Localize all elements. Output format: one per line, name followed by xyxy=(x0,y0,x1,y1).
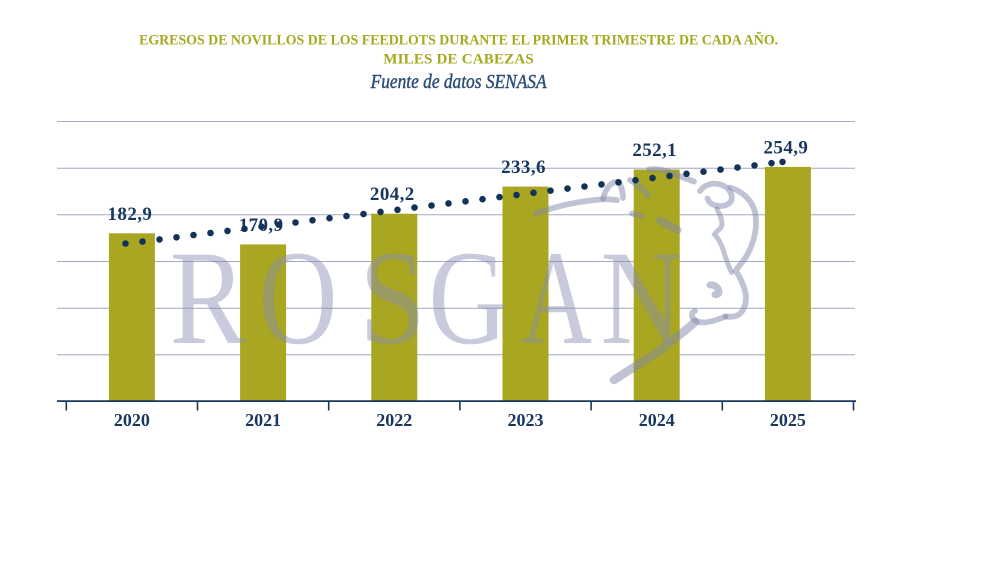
svg-text:Fuente de datos SENASA: Fuente de datos SENASA xyxy=(370,71,548,93)
svg-text:EGRESOS DE NOVILLOS DE LOS FEE: EGRESOS DE NOVILLOS DE LOS FEEDLOTS DURA… xyxy=(139,30,778,48)
svg-text:A: A xyxy=(521,223,592,373)
svg-text:252,1: 252,1 xyxy=(632,140,677,161)
svg-text:R: R xyxy=(170,223,247,373)
svg-text:2020: 2020 xyxy=(114,410,150,430)
svg-text:O: O xyxy=(259,223,338,372)
svg-text:N: N xyxy=(601,223,683,372)
svg-text:254,9: 254,9 xyxy=(764,137,809,158)
svg-text:182,9: 182,9 xyxy=(108,204,153,225)
svg-text:MILES DE CABEZAS: MILES DE CABEZAS xyxy=(383,51,534,67)
svg-text:2023: 2023 xyxy=(508,410,544,430)
svg-text:2022: 2022 xyxy=(376,410,412,430)
svg-text:2024: 2024 xyxy=(639,410,675,430)
svg-text:S: S xyxy=(359,223,426,373)
svg-text:233,6: 233,6 xyxy=(501,157,546,178)
svg-text:G: G xyxy=(429,223,508,372)
svg-text:204,2: 204,2 xyxy=(370,184,415,205)
svg-text:2021: 2021 xyxy=(245,410,281,430)
svg-text:2025: 2025 xyxy=(770,410,806,430)
